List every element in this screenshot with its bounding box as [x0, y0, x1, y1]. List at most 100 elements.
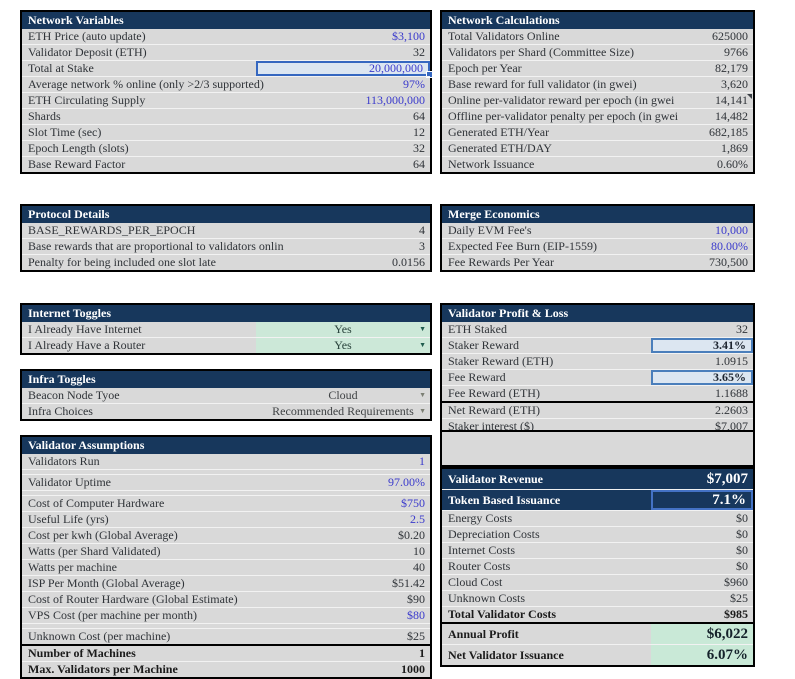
- row-value[interactable]: Cloud ▼: [256, 388, 430, 403]
- row-value: $0: [731, 559, 753, 574]
- table-row: Validator Revenue $7,007: [442, 469, 753, 489]
- row-value[interactable]: $80: [402, 608, 430, 623]
- row-label: Infra Choices: [28, 404, 93, 418]
- row-value[interactable]: 20,000,000: [256, 61, 433, 78]
- comment-marker-icon: [747, 94, 752, 99]
- value-text: 625000: [712, 29, 748, 43]
- row-label: Slot Time (sec): [28, 125, 102, 139]
- chevron-down-icon[interactable]: ▼: [419, 407, 426, 415]
- table-row: Unknown Cost (per machine) $25: [22, 628, 430, 644]
- row-label: ETH Staked: [448, 322, 507, 336]
- chevron-down-icon[interactable]: ▼: [419, 341, 426, 349]
- row-label: Epoch per Year: [448, 61, 522, 75]
- internet-toggles-table: Internet Toggles I Already Have Internet Y…: [20, 303, 432, 355]
- row-value[interactable]: Yes ▼: [256, 338, 430, 353]
- row-value[interactable]: 97.00%: [383, 475, 430, 490]
- table-row: VPS Cost (per machine per month) $80: [22, 607, 430, 623]
- table-row: Network Issuance 0.60%: [442, 156, 753, 172]
- row-label: Staker Reward (ETH): [448, 354, 554, 368]
- table-row: Infra Choices Recommended Requirements ▼: [22, 403, 430, 419]
- value-text: 2.5: [410, 512, 425, 526]
- row-label: Net Validator Issuance: [448, 647, 564, 662]
- value-text: $0: [736, 511, 748, 525]
- value-text: $750: [401, 496, 425, 510]
- row-value: 1.0915: [710, 354, 753, 369]
- row-label: Generated ETH/Year: [448, 125, 550, 139]
- row-label: Total Validator Costs: [448, 607, 557, 621]
- value-text: 80.00%: [711, 239, 748, 253]
- row-value[interactable]: 97%: [398, 77, 430, 92]
- row-value: 14,482: [710, 109, 753, 124]
- value-text: 1: [419, 646, 425, 660]
- row-value[interactable]: 1: [414, 454, 430, 469]
- row-label: Energy Costs: [448, 511, 513, 525]
- value-text: 97%: [403, 77, 425, 91]
- value-text: $25: [730, 591, 748, 605]
- table-row: Net Reward (ETH) 2.2603: [442, 401, 753, 418]
- value-text: $0: [736, 543, 748, 557]
- row-label: Internet Costs: [448, 543, 515, 557]
- row-value[interactable]: $3,100: [387, 29, 430, 44]
- table-row: Staker Reward 3.41%: [442, 337, 753, 353]
- validator-pnl-header: Validator Profit & Loss: [442, 305, 753, 322]
- table-row: Router Costs $0: [442, 558, 753, 574]
- row-value[interactable]: 3.41%: [651, 338, 753, 353]
- row-label: Penalty for being included one slot late: [28, 255, 216, 269]
- row-value: 625000: [707, 29, 753, 44]
- row-value: 64: [408, 157, 430, 172]
- row-label: Epoch Length (slots): [28, 141, 129, 155]
- row-value: 64: [408, 109, 430, 124]
- table-row: ETH Circulating Supply 113,000,000: [22, 92, 430, 108]
- table-row: Slot Time (sec) 12: [22, 124, 430, 140]
- chevron-down-icon[interactable]: ▼: [419, 325, 426, 333]
- table-row: ISP Per Month (Global Average) $51.42: [22, 575, 430, 591]
- row-label: Staker Reward: [448, 338, 519, 352]
- value-text: 10,000: [715, 223, 748, 237]
- row-label: Number of Machines: [28, 646, 136, 660]
- table-row: I Already Have Internet Yes ▼: [22, 322, 430, 337]
- table-row: Internet Costs $0: [442, 542, 753, 558]
- row-value: 730,500: [704, 255, 753, 270]
- value-text: $0: [736, 527, 748, 541]
- table-row: BASE_REWARDS_PER_EPOCH 4: [22, 223, 430, 238]
- table-title: Network Variables: [28, 13, 124, 27]
- value-text: 7.1%: [712, 491, 746, 508]
- row-value[interactable]: $750: [396, 496, 430, 511]
- value-text: 730,500: [709, 255, 748, 269]
- value-text: 0.60%: [717, 157, 748, 171]
- row-value: 3,620: [716, 77, 753, 92]
- row-value: 32: [408, 45, 430, 60]
- row-value: $960: [719, 575, 753, 590]
- value-text: 14,482: [715, 109, 748, 123]
- row-value: 0.0156: [387, 255, 430, 270]
- row-value[interactable]: 7.1%: [651, 490, 753, 510]
- value-text: 40: [413, 560, 425, 574]
- chevron-down-icon[interactable]: ▼: [419, 391, 426, 399]
- row-value[interactable]: Yes ▼: [256, 322, 430, 337]
- table-title: Internet Toggles: [28, 306, 112, 320]
- row-value[interactable]: 10,000: [710, 223, 753, 238]
- row-value[interactable]: 3.65%: [651, 370, 753, 385]
- row-value[interactable]: 80.00%: [706, 239, 753, 254]
- value-text: $90: [407, 592, 425, 606]
- row-label: Validator Deposit (ETH): [28, 45, 147, 59]
- row-value: 1,869: [716, 141, 753, 156]
- row-label: Base rewards that are proportional to va…: [28, 239, 284, 253]
- merge-economics-table: Merge Economics Daily EVM Fee's 10,000 Expe…: [440, 204, 755, 272]
- row-value: 14,141: [710, 93, 753, 108]
- table-row: Validators per Shard (Committee Size) 976…: [442, 44, 753, 60]
- row-label: Expected Fee Burn (EIP-1559): [448, 239, 597, 253]
- table-row: Daily EVM Fee's 10,000: [442, 223, 753, 238]
- row-value[interactable]: 113,000,000: [360, 93, 430, 108]
- row-value: 4: [414, 223, 430, 238]
- table-row: Validator Deposit (ETH) 32: [22, 44, 430, 60]
- value-text: 1.1688: [715, 386, 748, 400]
- value-text: 3: [419, 239, 425, 253]
- table-row: Energy Costs $0: [442, 510, 753, 526]
- value-text: 682,185: [709, 125, 748, 139]
- row-value[interactable]: Recommended Requirements ▼: [256, 404, 430, 419]
- table-row: Validators Run 1: [22, 454, 430, 469]
- row-value[interactable]: 2.5: [405, 512, 430, 527]
- row-label: Average network % online (only >2/3 supp…: [28, 77, 264, 91]
- fill-handle[interactable]: [426, 71, 433, 78]
